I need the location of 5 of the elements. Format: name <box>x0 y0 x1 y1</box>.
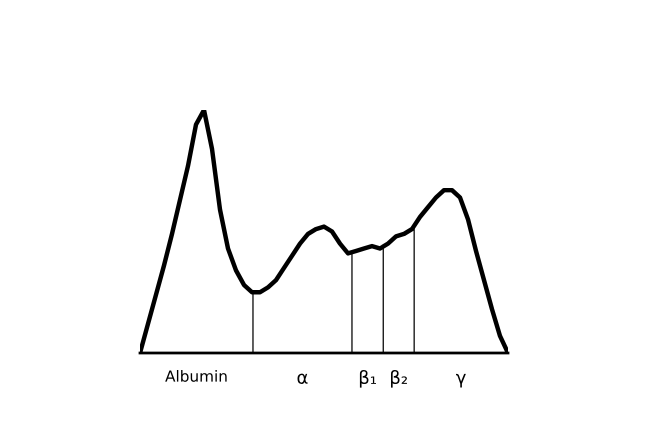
text: β₁ <box>360 370 376 388</box>
text: β₂ <box>391 370 407 388</box>
text: γ <box>456 374 466 388</box>
text: Albumin <box>165 370 227 382</box>
text: α <box>298 374 308 384</box>
